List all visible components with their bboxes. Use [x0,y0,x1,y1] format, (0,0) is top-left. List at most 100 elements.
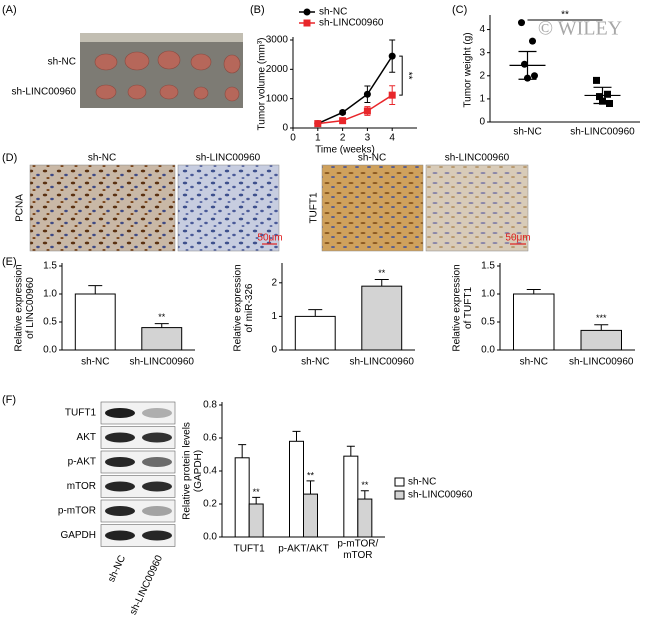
point [604,90,611,98]
point [518,19,525,27]
y-axis-label: Tumor volume (mm³) [257,38,268,131]
blot-band [105,530,135,541]
annotation: ** [561,10,569,21]
y-tick-label: 0.4 [203,466,217,477]
x-tick-label: p-AKT/AKT [278,544,329,555]
y-tick-label: 0.5 [43,317,57,328]
annotation: ** [253,487,261,497]
x-tick-label: sh-LINC00960 [350,357,415,368]
y-tick-label: 0 [282,123,288,134]
scale-bar-label: 50μm [257,233,282,244]
y-tick-label: 4 [479,24,485,35]
blot-frame [100,475,176,498]
line [317,94,393,125]
bar [303,493,318,538]
x-tick-label: p-mTOR/mTOR [337,538,378,561]
error-bar [238,444,247,458]
point [531,72,538,80]
x-tick-label: 4 [389,133,395,144]
blot-band [105,408,135,418]
x-tick-label: sh-NC [301,357,329,368]
blot-frame [100,499,176,523]
legend-swatch [394,490,405,500]
column-label: sh-NC [358,153,386,164]
blot-band [142,481,172,492]
row-label: TUFT1 [309,192,320,224]
legend-marker [303,8,311,16]
error-bar [88,285,103,294]
point [314,120,322,128]
point [363,107,371,115]
protein-label: AKT [77,432,96,443]
error-bar [374,278,389,287]
error-bar [526,289,541,294]
column-label: sh-NC [88,153,116,164]
point [388,91,396,99]
blot-band [105,457,135,467]
annotation: *** [596,313,607,323]
y-tick-label: 1.5 [481,261,495,272]
bar [234,457,250,538]
column-label: sh-LINC00960 [196,153,261,164]
panel-label: (F) [2,394,16,406]
y-tick-label: 1.0 [43,289,57,300]
y-axis-label: Relative expressionof TUFT1 [451,264,474,351]
y-tick-label: 2000 [266,64,289,75]
bar [248,503,264,538]
line [317,55,393,125]
y-tick-label: 0 [271,345,277,356]
bar [580,329,622,351]
x-tick-label: sh-NC [513,127,541,138]
y-tick-label: 0.0 [481,345,495,356]
x-axis-label: Time (weeks) [315,145,375,156]
annotation: ** [158,312,166,322]
legend-label: sh-NC [319,7,347,18]
y-axis-label: Relative protein levels(GAPDH) [181,422,204,520]
error-bar [594,324,609,331]
x-tick-label: sh-NC [520,357,548,368]
legend-label: sh-LINC00960 [408,490,473,501]
blot-band [105,432,135,443]
bar [289,440,304,538]
x-tick-label: sh-LINC00960 [570,127,635,138]
protein-label: p-AKT [68,457,96,468]
x-tick-label: sh-LINC00960 [130,357,195,368]
x-tick-label: TUFT1 [234,544,266,555]
panel-label: (E) [2,256,17,268]
error-bar [593,86,612,105]
y-tick-label: 2 [479,70,485,81]
panel-label: (D) [2,152,17,164]
y-tick-label: 3000 [266,35,289,46]
annotation: ** [307,470,315,480]
blot-frame [100,401,176,425]
protein-label: GAPDH [60,530,96,541]
y-tick-label: 1.5 [43,261,57,272]
protein-label: mTOR [67,481,96,492]
y-tick-label: 0.5 [481,317,495,328]
row-label: sh-LINC00960 [12,87,77,98]
point [596,93,603,101]
error-bar [252,496,261,504]
ihc-images [29,164,529,252]
y-tick-label: 1 [479,94,485,105]
watermark: © WILEY [538,18,622,40]
legend-label: sh-LINC00960 [319,18,384,29]
annotation: ** [378,268,386,278]
legend-swatch [394,477,405,487]
row-label: sh-NC [48,57,76,68]
error-bar [154,323,169,328]
point [363,90,371,98]
x-tick-label: 1 [315,133,321,144]
y-tick-label: 2 [271,277,277,288]
error-bar [346,445,355,457]
blot-band [142,432,172,443]
bar [141,327,183,351]
annotation: ** [403,72,414,80]
y-tick-label: 0.6 [203,433,217,444]
significance-bracket [399,55,403,96]
x-tick-label: 2 [340,133,346,144]
point [593,76,600,84]
blot-frame [100,524,176,547]
y-axis-label: Relative expressionof miR-326 [232,264,255,351]
